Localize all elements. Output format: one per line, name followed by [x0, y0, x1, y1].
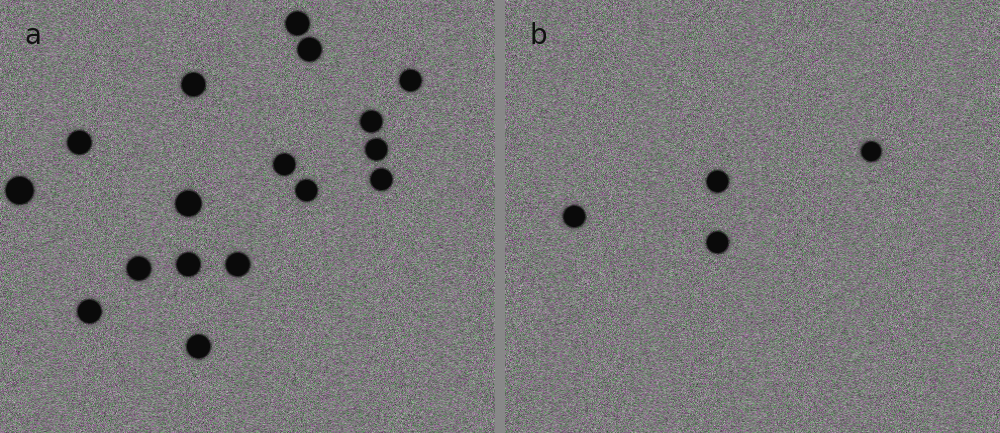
Text: b: b [530, 22, 547, 50]
Text: a: a [25, 22, 42, 50]
